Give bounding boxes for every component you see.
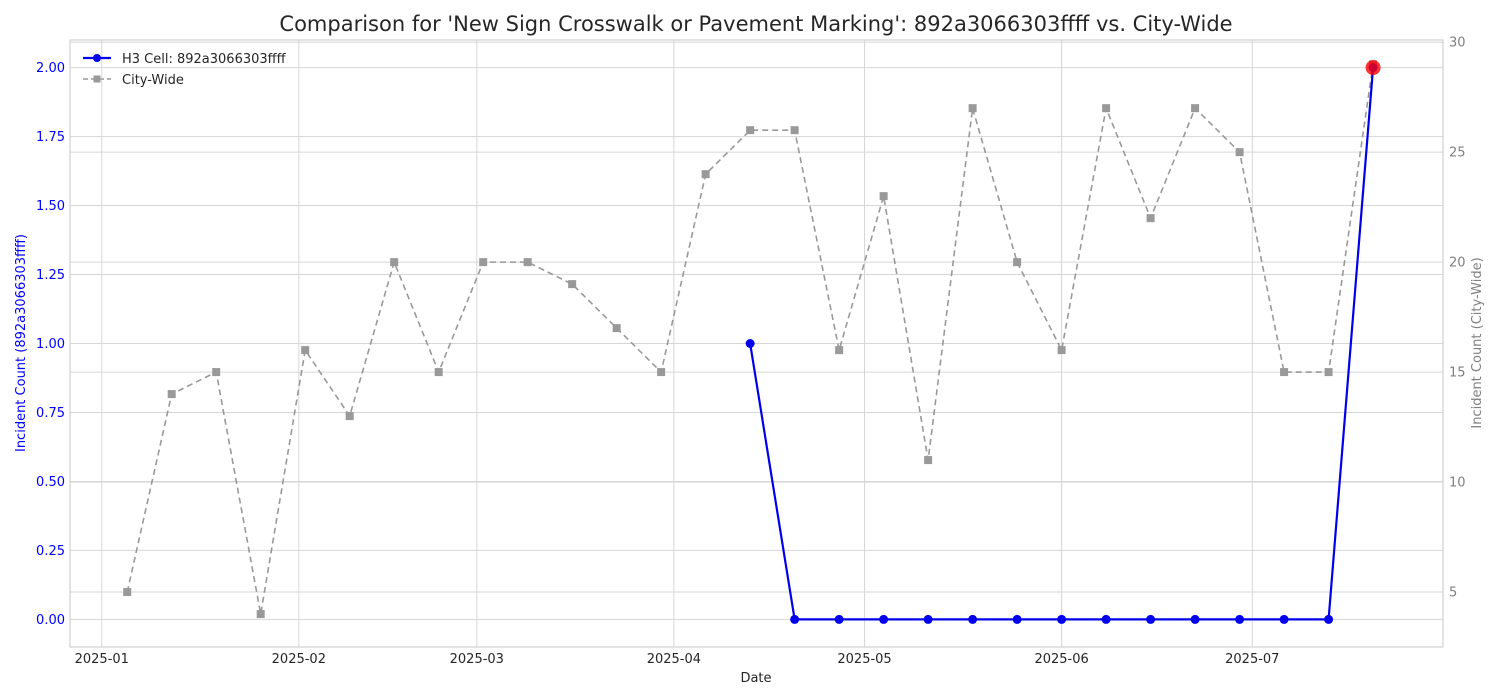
legend-h3-marker <box>93 54 101 62</box>
city-wide-point <box>435 368 443 376</box>
x-tick-label: 2025-02 <box>272 652 326 667</box>
city-wide-point <box>479 258 487 266</box>
h3-cell-point <box>1057 615 1066 624</box>
city-wide-point <box>1236 148 1244 156</box>
y-left-tick-label: 1.25 <box>36 268 65 283</box>
y-right-tick-label: 25 <box>1449 146 1466 161</box>
city-wide-point <box>168 390 176 398</box>
city-wide-point <box>702 170 710 178</box>
city-wide-point <box>880 192 888 200</box>
x-tick-label: 2025-03 <box>450 652 504 667</box>
city-wide-point <box>524 258 532 266</box>
city-wide-point <box>746 126 754 134</box>
h3-cell-point <box>1146 615 1155 624</box>
city-wide-point <box>791 126 799 134</box>
city-wide-point <box>257 610 265 618</box>
y-left-tick-label: 1.75 <box>36 130 65 145</box>
y-left-tick-label: 0.75 <box>36 406 65 421</box>
y-right-tick-label: 10 <box>1449 476 1466 491</box>
h3-cell-point <box>1235 615 1244 624</box>
h3-cell-point <box>1324 615 1333 624</box>
city-wide-point <box>657 368 665 376</box>
h3-cell-point <box>924 615 933 624</box>
h3-cell-point <box>746 339 755 348</box>
y-left-tick-label: 1.50 <box>36 199 65 214</box>
x-tick-label: 2025-07 <box>1225 652 1279 667</box>
city-wide-point <box>123 588 131 596</box>
h3-cell-point <box>1280 615 1289 624</box>
x-tick-label: 2025-05 <box>837 652 891 667</box>
y-right-tick-label: 30 <box>1449 36 1466 51</box>
y-axis-right-label: Incident Count (City-Wide) <box>1470 257 1485 428</box>
h3-cell-point <box>835 615 844 624</box>
legend-city-marker <box>94 76 101 83</box>
h3-cell-point <box>1191 615 1200 624</box>
legend-h3-label: H3 Cell: 892a3066303ffff <box>122 52 287 67</box>
y-left-tick-label: 0.50 <box>36 475 65 490</box>
y-left-tick-label: 1.00 <box>36 337 65 352</box>
h3-cell-point <box>1102 615 1111 624</box>
city-wide-point <box>1191 104 1199 112</box>
y-left-tick-label: 2.00 <box>36 61 65 76</box>
h3-cell-point <box>879 615 888 624</box>
city-wide-point <box>1058 346 1066 354</box>
city-wide-point <box>835 346 843 354</box>
city-wide-point <box>568 280 576 288</box>
city-wide-point <box>390 258 398 266</box>
city-wide-point <box>613 324 621 332</box>
city-wide-point <box>1147 214 1155 222</box>
legend-city-label: City-Wide <box>122 73 184 88</box>
x-tick-label: 2025-06 <box>1034 652 1088 667</box>
city-wide-point <box>1325 368 1333 376</box>
h3-cell-point <box>790 615 799 624</box>
city-wide-point <box>924 456 932 464</box>
y-right-tick-label: 20 <box>1449 256 1466 271</box>
city-wide-point <box>301 346 309 354</box>
city-wide-point <box>1280 368 1288 376</box>
city-wide-point <box>1102 104 1110 112</box>
city-wide-point <box>212 368 220 376</box>
x-axis-label: Date <box>740 671 771 686</box>
y-axis-left-label: Incident Count (892a3066303ffff) <box>14 234 29 452</box>
city-wide-point <box>346 412 354 420</box>
y-right-tick-label: 5 <box>1449 586 1457 601</box>
x-tick-label: 2025-04 <box>647 652 701 667</box>
chart-title: Comparison for 'New Sign Crosswalk or Pa… <box>279 12 1232 36</box>
h3-cell-point <box>1013 615 1022 624</box>
city-wide-point <box>969 104 977 112</box>
h3-cell-point <box>968 615 977 624</box>
y-left-tick-label: 0.25 <box>36 544 65 559</box>
city-wide-point <box>1013 258 1021 266</box>
x-tick-label: 2025-01 <box>75 652 129 667</box>
highlight-point <box>1366 60 1381 75</box>
y-right-tick-label: 15 <box>1449 366 1466 381</box>
y-left-tick-label: 0.00 <box>36 613 65 628</box>
